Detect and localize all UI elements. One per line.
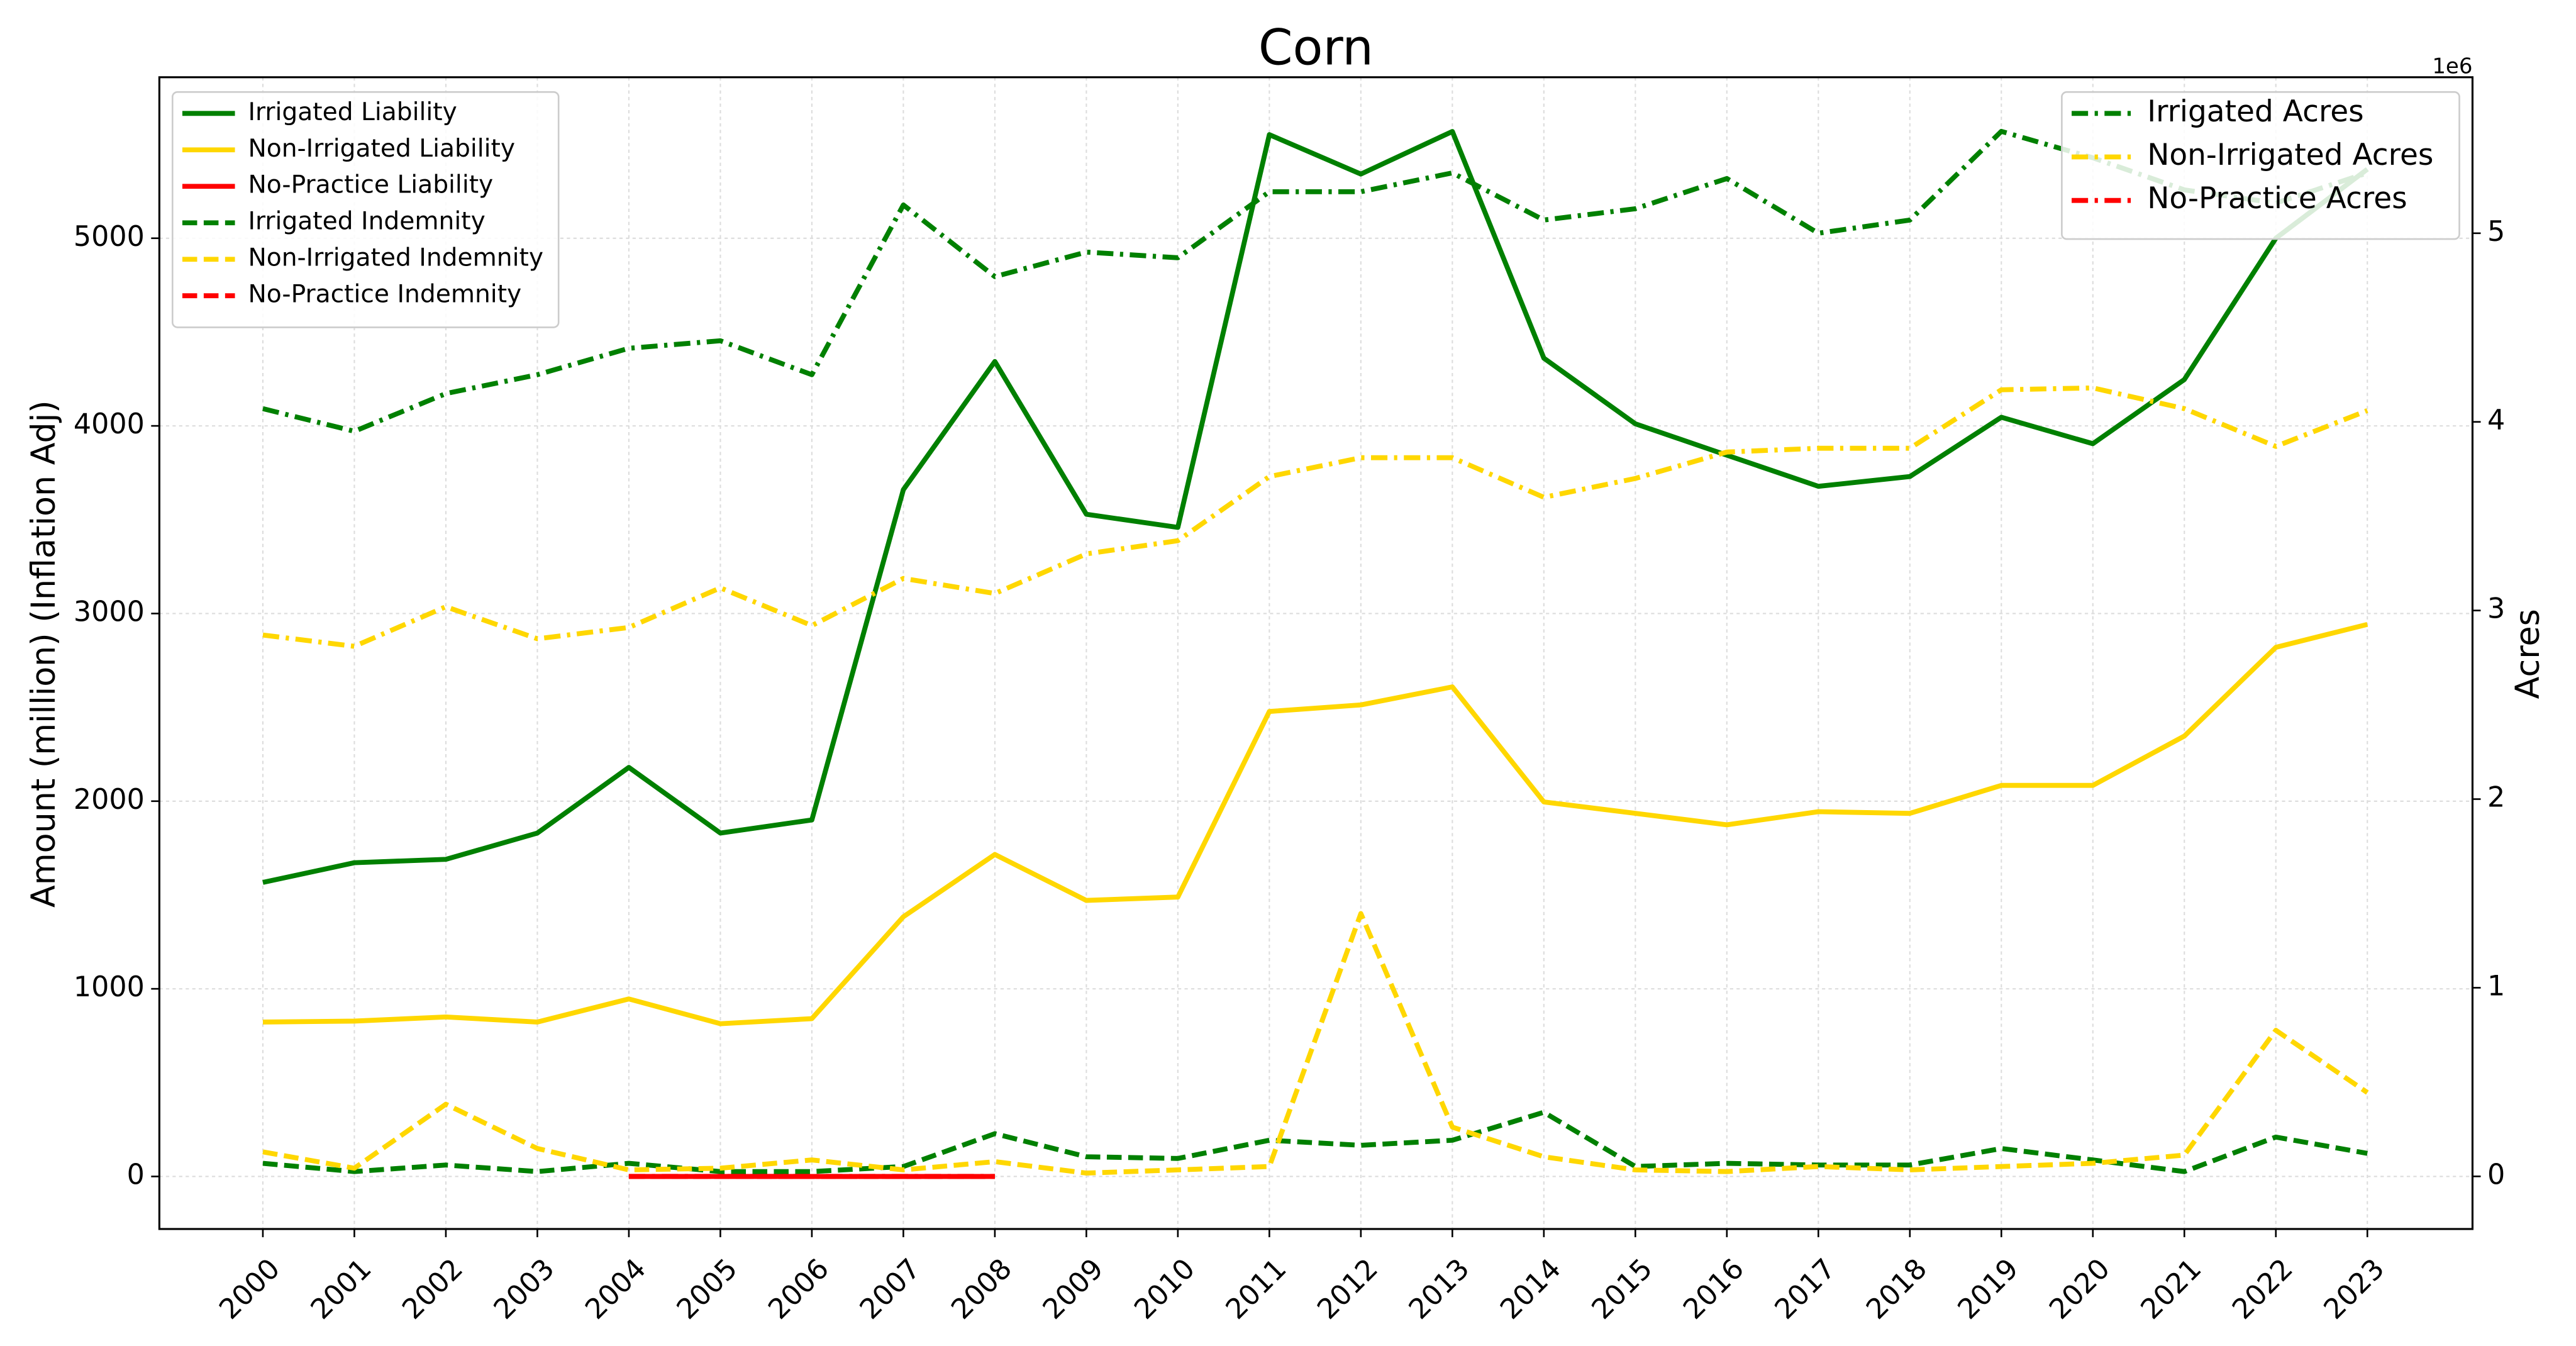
y2-axis-label: Acres (2509, 609, 2547, 699)
y2-tick-label: 3 (2487, 593, 2505, 625)
y2-tick-label: 4 (2487, 404, 2505, 437)
y-tick-label: 0 (127, 1159, 145, 1191)
legend-label: No-Practice Liability (248, 171, 493, 199)
y2-tick-label: 5 (2487, 216, 2505, 248)
series-line (262, 1110, 2368, 1174)
legend-box (171, 91, 560, 328)
y-tick-label: 2000 (74, 784, 145, 816)
legend-label: Irrigated Liability (248, 98, 457, 126)
y2-tick-label: 0 (2487, 1159, 2505, 1191)
legend-label: Non-Irrigated Indemnity (248, 244, 543, 272)
legend-label: Irrigated Acres (2147, 94, 2363, 129)
series-line (262, 911, 2369, 1176)
series-line (262, 385, 2368, 649)
y-tick-label: 5000 (74, 221, 145, 253)
y2-tick-label: 1 (2487, 970, 2505, 1002)
plot-frame (158, 76, 2473, 1230)
legend-label: Non-Irrigated Liability (248, 135, 515, 163)
series-line (262, 129, 2369, 885)
series-line (262, 128, 2368, 434)
y2-tick-label: 2 (2487, 782, 2505, 814)
y-tick-label: 1000 (74, 971, 145, 1003)
y2-offset-label: 1e6 (2432, 54, 2472, 79)
series-line (262, 621, 2368, 1026)
y-tick-label: 3000 (74, 596, 145, 628)
chart-title: Corn (1258, 19, 1374, 76)
legend-label: Irrigated Indemnity (248, 208, 485, 236)
legend-label: Non-Irrigated Acres (2147, 138, 2433, 172)
y-tick-label: 4000 (74, 408, 145, 440)
y-axis-label: Amount (million) (Inflation Adj) (25, 400, 63, 908)
legend-box (2061, 91, 2460, 240)
legend-label: No-Practice Indemnity (248, 281, 521, 309)
legend-label: No-Practice Acres (2147, 181, 2407, 216)
